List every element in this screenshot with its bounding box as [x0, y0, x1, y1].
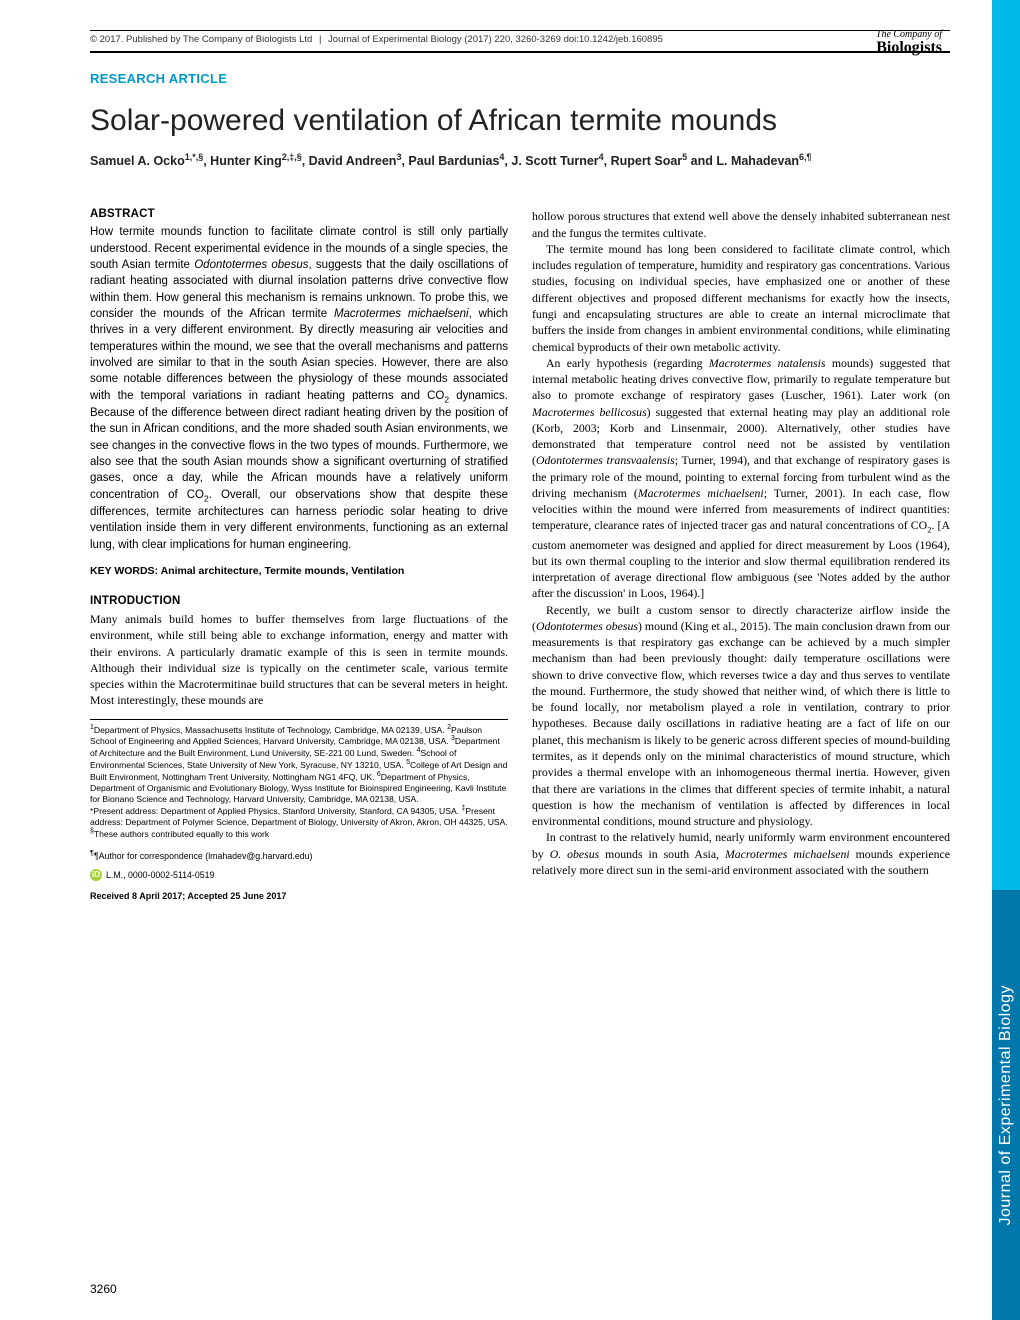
left-column: ABSTRACT How termite mounds function to … — [90, 208, 508, 900]
body-p2: The termite mound has long been consider… — [532, 241, 950, 355]
received-accepted: Received 8 April 2017; Accepted 25 June … — [90, 891, 508, 901]
body-p4: Recently, we built a custom sensor to di… — [532, 602, 950, 830]
keywords: KEY WORDS: Animal architecture, Termite … — [90, 565, 508, 577]
body-p3: An early hypothesis (regarding Macroterm… — [532, 355, 950, 602]
journal-citation: Journal of Experimental Biology (2017) 2… — [328, 34, 663, 45]
copyright-text: © 2017. Published by The Company of Biol… — [90, 34, 312, 45]
two-column-layout: ABSTRACT How termite mounds function to … — [90, 208, 950, 900]
abstract-heading: ABSTRACT — [90, 208, 508, 220]
introduction-heading: INTRODUCTION — [90, 595, 508, 607]
body-p5: In contrast to the relatively humid, nea… — [532, 829, 950, 878]
orcid-icon: iD — [90, 869, 102, 881]
publisher-logo: The Company of Biologists — [876, 30, 942, 56]
orcid-line: iD L.M., 0000-0002-5114-0519 — [90, 869, 508, 881]
affiliations-rule — [90, 719, 508, 720]
correspondence: ¶¶Author for correspondence (lmahadev@g.… — [90, 848, 508, 861]
pipe-separator: | — [319, 34, 321, 45]
top-rule-thick — [90, 51, 950, 53]
affiliations: 1Department of Physics, Massachusetts In… — [90, 724, 508, 840]
top-rule-thin — [90, 30, 950, 31]
running-header: © 2017. Published by The Company of Biol… — [90, 34, 950, 51]
page-number: 3260 — [90, 1282, 117, 1296]
publisher-line2: Biologists — [876, 40, 942, 56]
abstract-text: How termite mounds function to facilitat… — [90, 224, 508, 553]
intro-paragraph: Many animals build homes to buffer thems… — [90, 611, 508, 709]
article-title: Solar-powered ventilation of African ter… — [90, 104, 950, 139]
orcid-id: L.M., 0000-0002-5114-0519 — [106, 870, 214, 880]
right-column: hollow porous structures that extend wel… — [532, 208, 950, 900]
correspondence-text: ¶Author for correspondence (lmahadev@g.h… — [94, 851, 313, 861]
body-p1: hollow porous structures that extend wel… — [532, 208, 950, 241]
authors-list: Samuel A. Ocko1,*,§, Hunter King2,‡,§, D… — [90, 151, 950, 171]
article-type: RESEARCH ARTICLE — [90, 71, 950, 86]
